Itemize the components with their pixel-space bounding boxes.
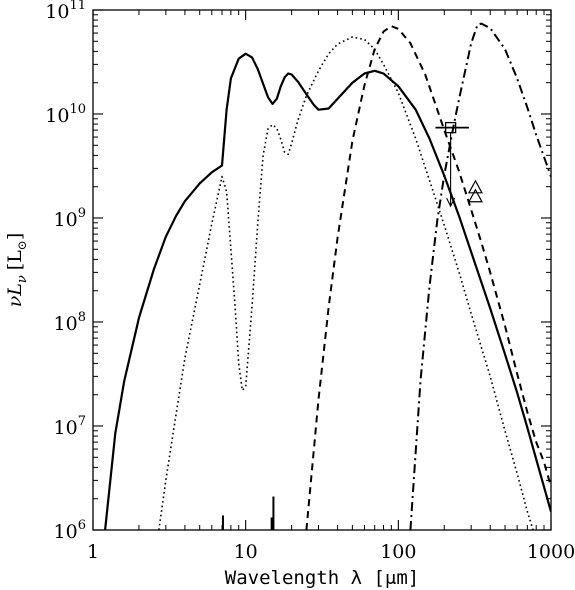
- y-tick-label: 1011: [45, 0, 86, 23]
- y-tick-exponent: 10: [69, 102, 86, 117]
- y-tick-label: 108: [54, 310, 86, 335]
- y-tick-label: 109: [54, 206, 86, 231]
- y-tick-base: 10: [54, 209, 78, 231]
- y-axis-title-unit-tail: ]: [4, 233, 26, 240]
- y-tick-exponent: 11: [69, 0, 86, 13]
- triangle-marker: [467, 188, 483, 203]
- y-axis-title: νLν [L⊙]: [4, 233, 30, 308]
- y-tick-exponent: 9: [78, 206, 86, 221]
- x-tick-label: 1000: [527, 541, 575, 563]
- y-tick-base: 10: [54, 521, 78, 543]
- y-tick-base: 10: [54, 313, 78, 335]
- y-tick-exponent: 8: [78, 310, 86, 325]
- y-tick-exponent: 7: [78, 414, 86, 429]
- y-tick-label: 1010: [45, 102, 86, 127]
- y-tick-label: 107: [54, 414, 86, 439]
- y-tick-label: 106: [54, 518, 86, 543]
- series-dotted-line: [158, 36, 534, 530]
- x-tick-label: 100: [380, 541, 416, 563]
- series-solid-line: [104, 52, 551, 530]
- plot-frame: [92, 9, 552, 531]
- markers-layer: [435, 121, 483, 208]
- triangle-marker: [467, 179, 483, 194]
- x-axis-title: Wavelength λ [μm]: [225, 567, 419, 589]
- y-tick-exponent: 6: [78, 518, 86, 533]
- upper-limit-arrowhead: [446, 197, 456, 208]
- x-tick-label: 10: [234, 541, 258, 563]
- y-axis-title-unit: [L: [4, 250, 26, 270]
- y-tick-base: 10: [45, 105, 69, 127]
- svg-text:νLν[L⊙]: νLν [L⊙]: [4, 233, 30, 308]
- y-axis-title-sub: ν: [15, 275, 30, 283]
- sun-symbol: ⊙: [15, 240, 29, 250]
- y-tick-base: 10: [54, 417, 78, 439]
- series-dashdot-line: [409, 22, 551, 530]
- x-tick-label: 1: [87, 541, 99, 563]
- series-dashed-line: [305, 25, 551, 530]
- y-tick-base: 10: [45, 1, 69, 23]
- series-layer: [104, 22, 551, 530]
- y-axis-title-main: νL: [4, 283, 26, 307]
